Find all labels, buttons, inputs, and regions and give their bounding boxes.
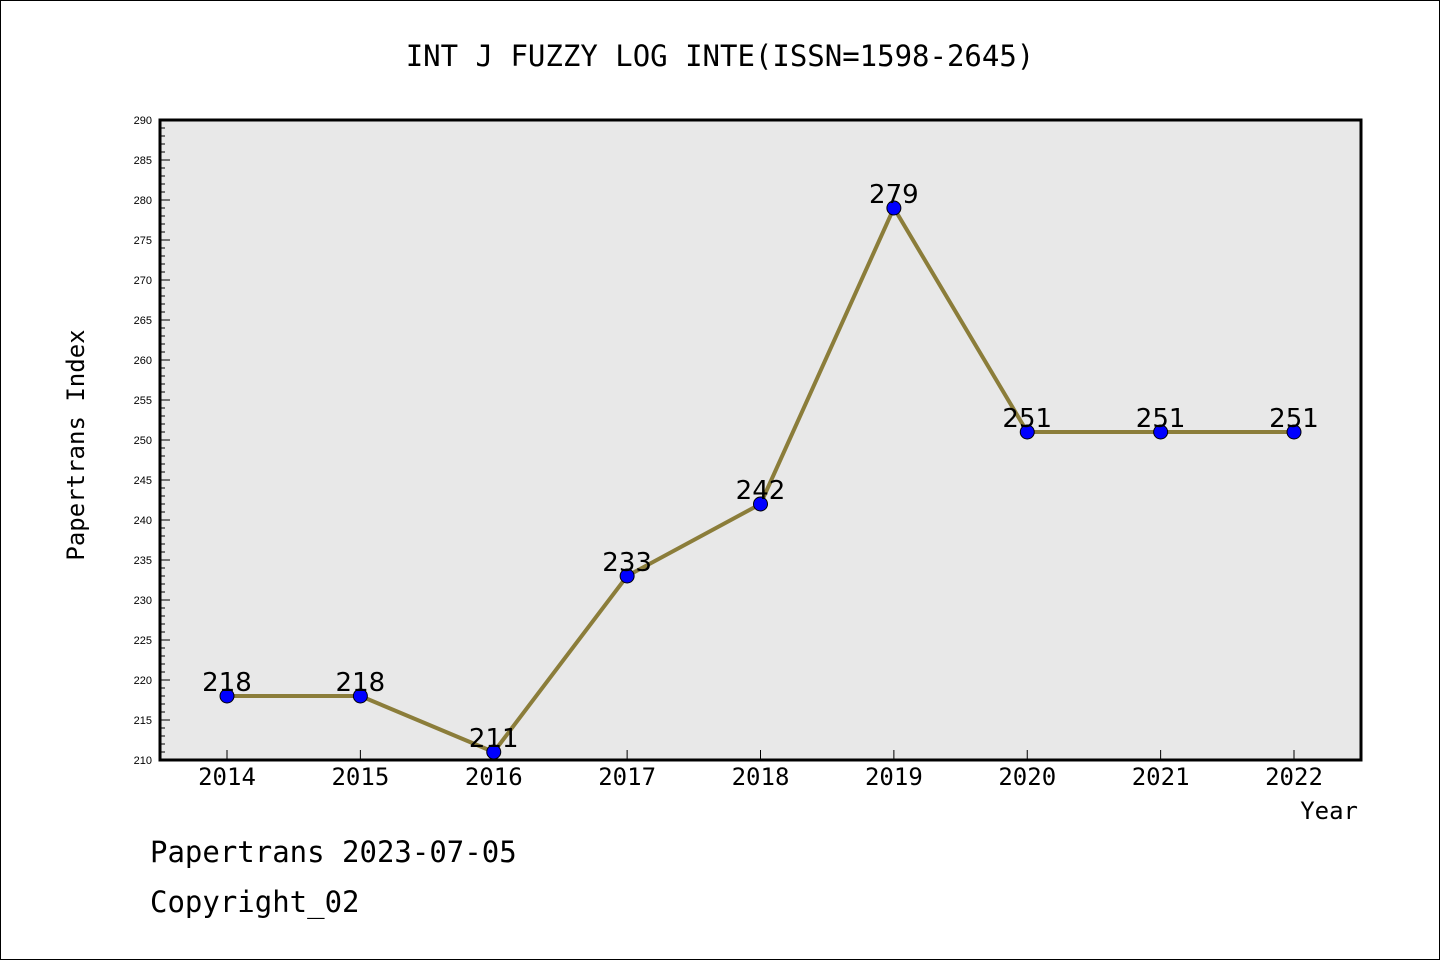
data-label: 242 (736, 476, 786, 506)
y-tick-label: 285 (134, 155, 152, 167)
data-label: 233 (602, 548, 652, 578)
x-axis-label: Year (1300, 797, 1358, 825)
data-point (753, 496, 768, 512)
y-tick-label: 215 (134, 715, 152, 727)
data-point (1153, 424, 1169, 440)
y-tick-label: 265 (134, 315, 152, 327)
y-tick-label: 250 (134, 435, 152, 447)
x-tick-label: 2016 (465, 763, 523, 791)
y-tick-label: 290 (134, 115, 152, 127)
data-point (219, 688, 235, 704)
data-label: 211 (469, 724, 519, 754)
footer-date: Papertrans 2023-07-05 (150, 835, 517, 869)
y-tick-label: 240 (134, 515, 152, 527)
x-tick-label: 2019 (865, 763, 923, 791)
data-label: 251 (1002, 404, 1052, 434)
data-labels: 218 218 211 233 242 279 251 251 251 (202, 180, 1319, 754)
x-tick-label: 2014 (198, 763, 256, 791)
footer-copyright: Copyright_02 (150, 885, 360, 919)
data-markers (219, 200, 1302, 760)
data-label: 218 (336, 668, 386, 698)
y-tick-label: 270 (134, 275, 152, 287)
y-axis: 210 215 220 225 230 235 240 245 250 255 260 265 270 2… (134, 115, 170, 767)
data-label: 279 (869, 180, 919, 210)
x-axis: 2014 2015 2016 2017 2018 2019 2020 2021 2022 (198, 750, 1323, 791)
chart-title: INT J FUZZY LOG INTE(ISSN=1598-2645) (406, 39, 1035, 73)
data-point (486, 744, 502, 760)
y-tick-label: 275 (134, 235, 152, 247)
x-tick-label: 2020 (998, 763, 1056, 791)
y-tick-label: 220 (134, 675, 152, 687)
y-tick-label: 235 (134, 555, 152, 567)
y-tick-label: 280 (134, 195, 152, 207)
plot-area (158, 118, 1363, 762)
data-label: 251 (1269, 404, 1319, 434)
y-tick-label: 225 (134, 635, 152, 647)
data-point (352, 688, 368, 704)
y-tick-label: 210 (134, 755, 152, 767)
x-tick-label: 2015 (331, 763, 389, 791)
x-tick-label: 2017 (598, 763, 656, 791)
y-tick-label: 255 (134, 395, 152, 407)
x-tick-label: 2018 (732, 763, 790, 791)
y-axis-label: Papertrans Index (62, 329, 90, 560)
data-point (1019, 424, 1035, 440)
y-tick-label: 230 (134, 595, 152, 607)
x-tick-label: 2021 (1132, 763, 1190, 791)
data-point (886, 200, 902, 216)
data-point (619, 568, 635, 584)
x-tick-label: 2022 (1265, 763, 1323, 791)
data-point (1286, 424, 1302, 440)
y-tick-label: 245 (134, 475, 152, 487)
y-tick-label: 260 (134, 355, 152, 367)
data-label: 218 (202, 668, 252, 698)
data-label: 251 (1136, 404, 1186, 434)
